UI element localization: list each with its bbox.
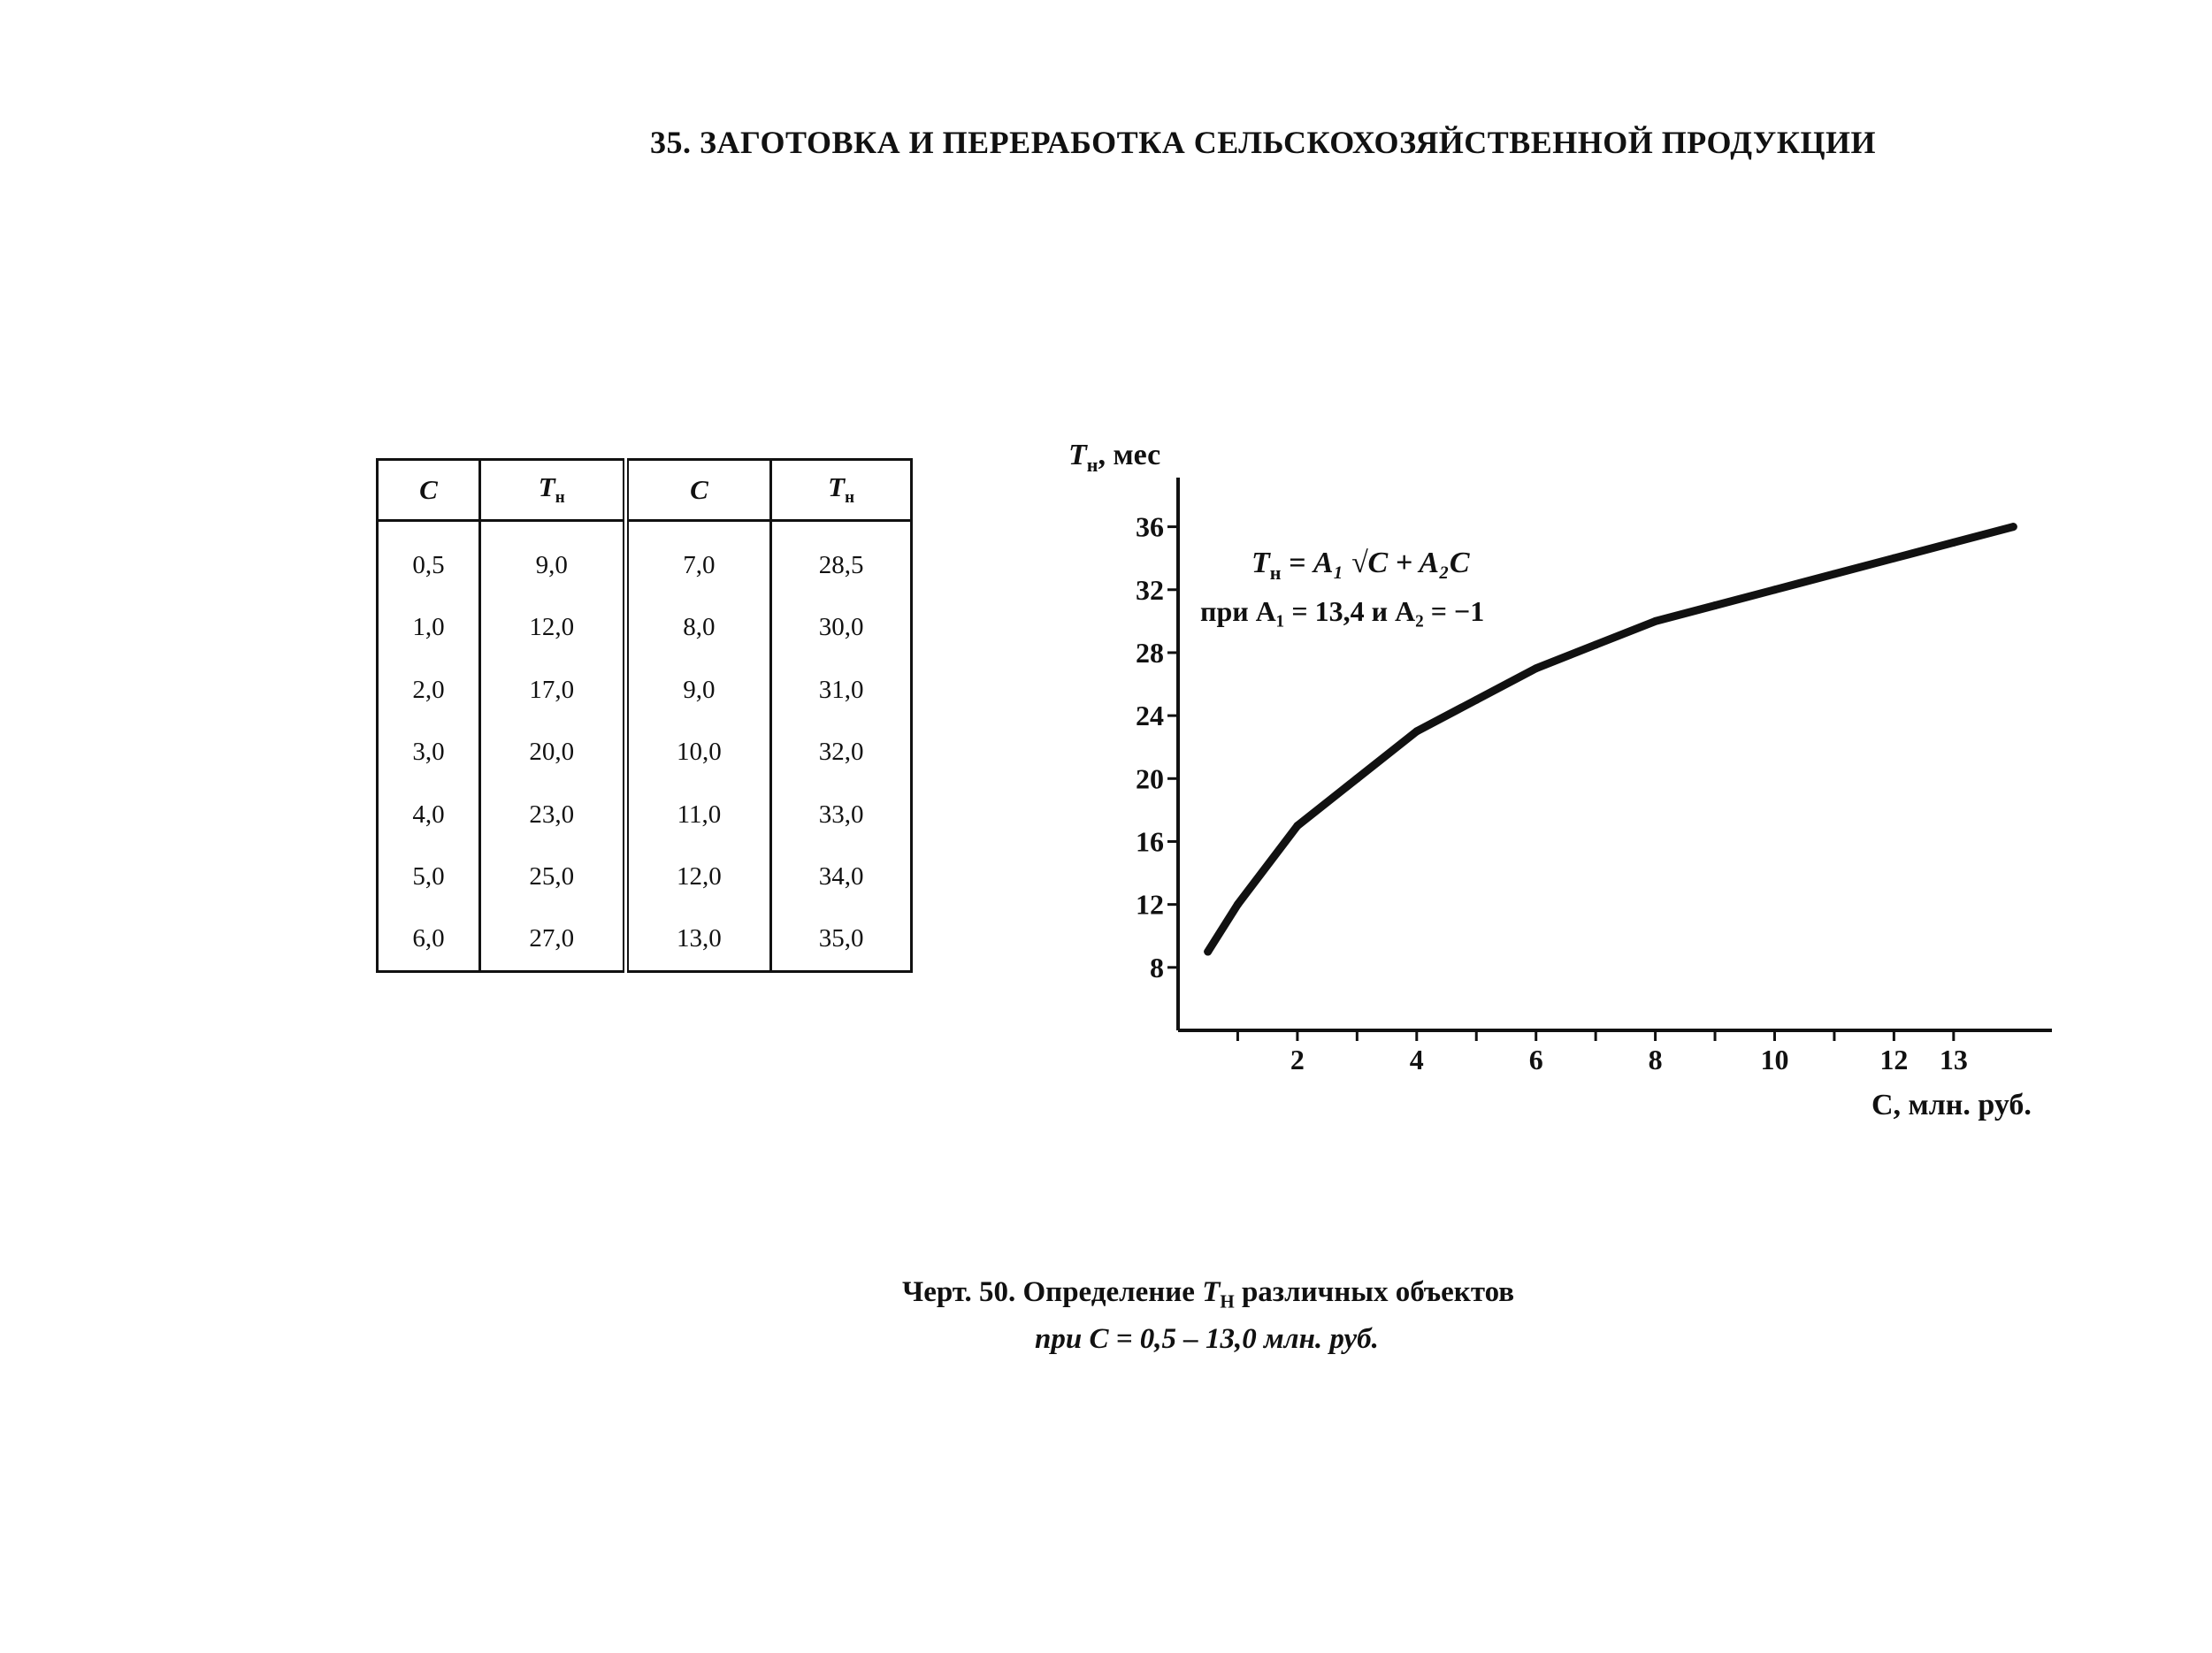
x-tick-label: 10 (1760, 1044, 1788, 1075)
table-cell: 0,5 (376, 520, 481, 597)
header-c-2: C (624, 459, 773, 522)
chart-series (1204, 523, 2017, 956)
table-cell: 9,0 (478, 520, 629, 597)
header-c-1: C (376, 459, 481, 522)
table-cell: 4,0 (376, 783, 481, 846)
data-point (1591, 640, 1600, 649)
y-tick-label: 32 (1136, 574, 1164, 606)
table-cell: 34,0 (769, 846, 913, 908)
table-cell: 20,0 (478, 721, 629, 784)
table-cell: 12,0 (478, 596, 629, 660)
y-tick-label: 36 (1136, 511, 1164, 543)
data-point (1352, 774, 1361, 783)
table-cell: 2,0 (376, 659, 481, 722)
table-header-row: C Tн C Tн (376, 459, 913, 522)
x-tick-label: 6 (1529, 1044, 1543, 1075)
y-tick-label: 8 (1150, 952, 1164, 983)
y-axis-label: Tн, мес (1068, 439, 1160, 476)
table-cell: 8,0 (624, 596, 773, 660)
table-cell: 7,0 (624, 520, 773, 597)
data-point (1651, 616, 1660, 625)
y-tick-label: 12 (1136, 889, 1164, 921)
header-tn-2: Tн (769, 459, 913, 522)
page-heading: 35. ЗАГОТОВКА И ПЕРЕРАБОТКА СЕЛЬСКОХОЗЯЙ… (650, 125, 1876, 160)
table-row: 0,5 9,0 7,0 28,5 (376, 520, 913, 597)
x-tick-label: 13 (1940, 1044, 1968, 1075)
table-cell: 12,0 (624, 846, 773, 908)
y-tick-label: 28 (1136, 637, 1164, 669)
y-tick-label: 20 (1136, 762, 1164, 794)
table-row: 5,0 25,0 12,0 34,0 (376, 846, 913, 908)
x-axis-label: C, млн. руб. (1871, 1089, 2032, 1121)
table-cell: 13,0 (624, 907, 773, 972)
table-cell: 1,0 (376, 596, 481, 660)
table-cell: 27,0 (478, 907, 629, 972)
data-point (2009, 523, 2017, 532)
table-row: 6,0 27,0 13,0 35,0 (376, 907, 913, 972)
table-cell: 11,0 (624, 783, 773, 846)
table-cell: 25,0 (478, 846, 629, 908)
table-cell: 9,0 (624, 659, 773, 722)
data-point (1293, 822, 1302, 830)
table-cell: 32,0 (769, 721, 913, 784)
caption-line-2: при C = 0,5 – 13,0 млн. руб. (1035, 1322, 1379, 1355)
data-point (1233, 900, 1242, 909)
table-cell: 31,0 (769, 659, 913, 722)
formula-line-2: при A₁ = 13,4 и A₂ = −1 (1200, 595, 1484, 627)
x-tick-label: 12 (1879, 1044, 1908, 1075)
data-point (1532, 664, 1541, 673)
x-tick-label: 8 (1649, 1044, 1663, 1075)
data-point (1204, 947, 1213, 956)
x-tick-label: 4 (1410, 1044, 1424, 1075)
table-cell: 5,0 (376, 846, 481, 908)
data-table: C Tн C Tн 0,5 9,0 7,0 28,5 1,0 12,0 8,0 … (376, 458, 913, 973)
caption-line-1: Черт. 50. Определение TН различных объек… (902, 1276, 1515, 1312)
data-point (1412, 727, 1421, 736)
chart-axes (1176, 478, 2052, 1032)
data-point (1949, 538, 1958, 547)
table-cell: 6,0 (376, 907, 481, 972)
table-row: 4,0 23,0 11,0 33,0 (376, 783, 913, 846)
y-tick-label: 16 (1136, 825, 1164, 857)
table-cell: 10,0 (624, 721, 773, 784)
table-cell: 30,0 (769, 596, 913, 660)
x-tick-label: 2 (1290, 1044, 1305, 1075)
data-point (1472, 695, 1481, 704)
table-row: 1,0 12,0 8,0 30,0 (376, 596, 913, 660)
table-cell: 3,0 (376, 721, 481, 784)
table-cell: 35,0 (769, 907, 913, 972)
table-cell: 33,0 (769, 783, 913, 846)
table-row: 2,0 17,0 9,0 31,0 (376, 659, 913, 722)
formula-line-1: Tн = A₁ √C + A₂C (1251, 547, 1470, 584)
data-point (1770, 585, 1779, 594)
header-tn-1: Tн (478, 459, 629, 522)
data-point (1711, 601, 1719, 610)
table-cell: 23,0 (478, 783, 629, 846)
table-cell: 17,0 (478, 659, 629, 722)
y-tick-label: 24 (1136, 700, 1164, 731)
data-point (1889, 554, 1898, 562)
data-point (1830, 570, 1839, 578)
table-row: 3,0 20,0 10,0 32,0 (376, 721, 913, 784)
figure-caption: Черт. 50. Определение TН различных объек… (902, 1274, 1610, 1358)
series-line (1204, 523, 2017, 956)
table-cell: 28,5 (769, 520, 913, 597)
